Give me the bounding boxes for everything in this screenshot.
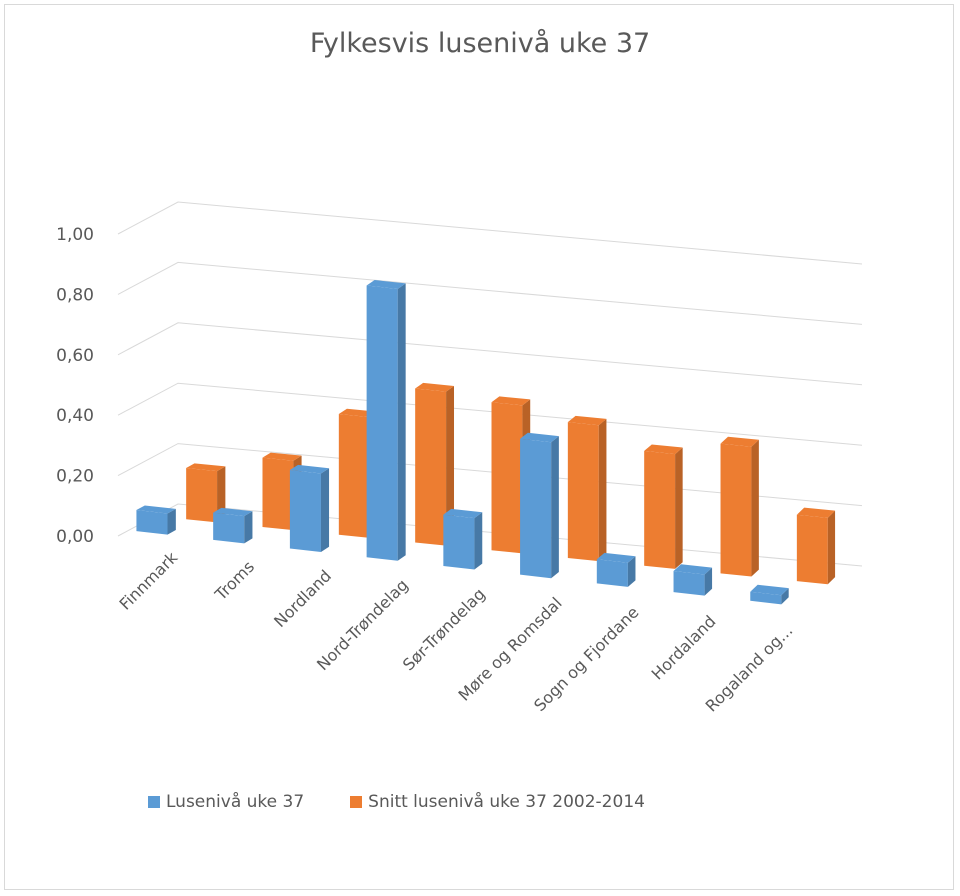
bar-front-face: [596, 559, 628, 587]
bar-side-face: [781, 588, 789, 605]
bar-top-face: [720, 436, 759, 447]
y-tick-label: 0,00: [56, 527, 94, 547]
gridline: [117, 382, 863, 446]
bar-lusenivaa-0: [136, 505, 176, 535]
bar-front-face: [338, 413, 370, 538]
bar-top-face: [491, 396, 531, 406]
chart-legend: Lusenivå uke 37 Snitt lusenivå uke 37 20…: [148, 792, 691, 812]
y-tick-label: 0,80: [56, 285, 94, 305]
legend-label-series-1: Lusenivå uke 37: [166, 792, 305, 812]
bar-snitt-5: [567, 415, 607, 562]
bar-top-face: [443, 508, 483, 519]
bar-snitt-8: [796, 507, 836, 585]
bar-front-face: [520, 438, 552, 579]
bar-top-face: [567, 415, 607, 426]
bar-top-face: [520, 432, 559, 443]
bar-side-face: [751, 439, 759, 577]
chart-title: Fylkesvis lusenivå uke 37: [309, 28, 651, 59]
y-tick-label: 0,60: [56, 346, 94, 366]
gridline: [117, 261, 863, 325]
bar-top-face: [596, 552, 636, 563]
gridline: [117, 443, 863, 507]
bar-front-face: [289, 470, 321, 553]
y-tick-label: 0,40: [56, 406, 94, 426]
bar-top-face: [415, 382, 455, 392]
bar-top-face: [289, 464, 330, 474]
bar-front-face: [567, 422, 599, 562]
gridline: [117, 322, 863, 386]
bar-top-face: [262, 452, 302, 461]
bar-side-face: [320, 468, 330, 553]
chart-frame: [4, 4, 954, 890]
bar-lusenivaa-4: [443, 508, 483, 570]
y-tick-label: 1,00: [56, 225, 94, 245]
bar-lusenivaa-8: [750, 584, 789, 605]
bar-top-face: [213, 507, 253, 517]
bar-lusenivaa-7: [673, 564, 713, 596]
bar-side-face: [244, 511, 253, 544]
bar-lusenivaa-2: [289, 464, 330, 553]
bar-lusenivaa-1: [213, 507, 253, 544]
bar-side-face: [474, 512, 483, 570]
bar-lusenivaa-3: [366, 279, 406, 561]
bar-side-face: [704, 567, 713, 596]
bar-front-face: [186, 467, 218, 523]
bar-side-face: [167, 508, 176, 535]
bar-front-face: [415, 388, 447, 546]
bar-side-face: [598, 418, 607, 562]
bar-snitt-7: [720, 436, 759, 577]
legend-swatch-series-2: [350, 796, 363, 808]
bar-front-face: [366, 285, 398, 561]
bar-front-face: [136, 509, 168, 535]
bar-front-face: [750, 591, 782, 605]
bar-top-face: [366, 279, 406, 289]
bar-front-face: [443, 514, 475, 570]
bar-top-face: [136, 505, 176, 514]
bar-side-face: [675, 447, 683, 569]
bar-top-face: [796, 507, 836, 518]
bars: [136, 279, 836, 605]
bar-top-face: [644, 444, 683, 455]
x-tick-label: Troms: [211, 557, 259, 605]
y-tick-label: 0,20: [56, 467, 94, 487]
bar-front-face: [720, 443, 752, 577]
bar-top-face: [186, 463, 226, 472]
bar-front-face: [491, 402, 523, 554]
bar-side-face: [446, 385, 455, 546]
gridline: [117, 201, 863, 265]
bar-top-face: [750, 584, 789, 596]
bar-side-face: [551, 436, 559, 579]
legend-item-series-2: Snitt lusenivå uke 37 2002-2014: [350, 792, 645, 812]
legend-label-series-2: Snitt lusenivå uke 37 2002-2014: [368, 792, 645, 812]
bar-front-face: [262, 457, 294, 531]
bar-front-face: [796, 514, 828, 585]
x-tick-label: Nordland: [270, 566, 335, 631]
bar-side-face: [627, 556, 636, 587]
bar-front-face: [213, 512, 245, 544]
x-tick-label: Finnmark: [116, 547, 182, 613]
bar-top-face: [673, 564, 713, 575]
bar-front-face: [644, 450, 676, 569]
legend-swatch-series-1: [148, 796, 160, 808]
bar-lusenivaa-5: [520, 432, 559, 579]
x-tick-label: Hordaland: [648, 612, 720, 684]
bar-side-face: [397, 283, 406, 561]
x-tick-label: Sør-Trøndelag: [399, 584, 489, 674]
x-tick-label: Rogaland og...: [702, 621, 797, 716]
x-tick-label: Nord-Trøndelag: [313, 575, 412, 674]
bar-snitt-6: [644, 444, 683, 569]
bar-snitt-3: [415, 382, 455, 546]
bar-side-face: [827, 510, 836, 585]
bar-lusenivaa-6: [596, 552, 636, 587]
bar-front-face: [673, 570, 705, 596]
legend-item-series-1: Lusenivå uke 37: [148, 792, 304, 812]
